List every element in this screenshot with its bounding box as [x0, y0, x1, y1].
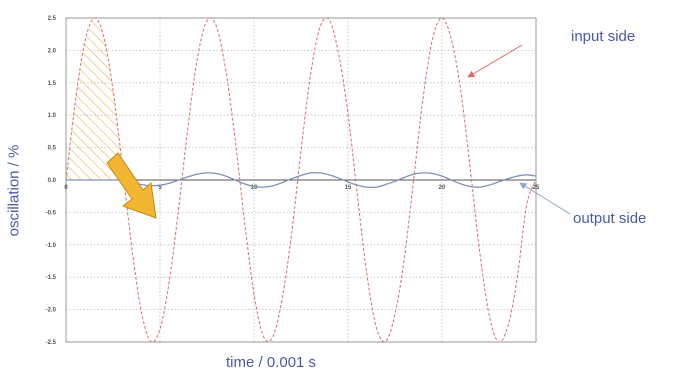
yellow-pointer-arrow-icon [106, 152, 157, 219]
hatched-region [66, 18, 123, 180]
y-tick-label: 0.0 [48, 178, 57, 184]
output-side-arrow [519, 182, 571, 215]
y-tick-label: -1.5 [46, 275, 57, 281]
series-line-input-side [66, 18, 536, 342]
x-tick-label: 5 [158, 185, 162, 191]
y-tick-label: 1.5 [48, 81, 57, 87]
y-tick-label: 2.0 [48, 48, 57, 54]
y-tick-label: -1.0 [46, 243, 57, 249]
y-tick-label: 1.0 [48, 113, 57, 119]
y-tick-label: -0.5 [46, 210, 57, 216]
y-axis-label: oscillation / % [5, 144, 23, 236]
hatched-area [66, 18, 123, 180]
tick-labels: 2.5 2.0 1.5 1.0 0.5 0.0 -0.5 -1.0 -1.5 -2.0 -2.5 0 5… [46, 16, 540, 346]
y-tick-label: -2.5 [46, 340, 57, 346]
y-tick-label: 0.5 [48, 146, 57, 152]
y-tick-label: 2.5 [48, 16, 57, 22]
input-side-arrow [467, 44, 523, 78]
x-tick-label: 25 [533, 185, 540, 191]
x-tick-label: 10 [251, 185, 258, 191]
input-side-label: input side [571, 28, 636, 45]
x-axis-label: time / 0.001 s [226, 354, 317, 371]
x-tick-label: 20 [439, 185, 446, 191]
x-tick-label: 0 [64, 185, 68, 191]
series-lines [66, 18, 536, 342]
output-side-label: output side [573, 210, 647, 227]
series-line-output-side [66, 171, 536, 189]
x-tick-label: 15 [345, 185, 352, 191]
y-tick-label: -2.0 [46, 308, 57, 314]
